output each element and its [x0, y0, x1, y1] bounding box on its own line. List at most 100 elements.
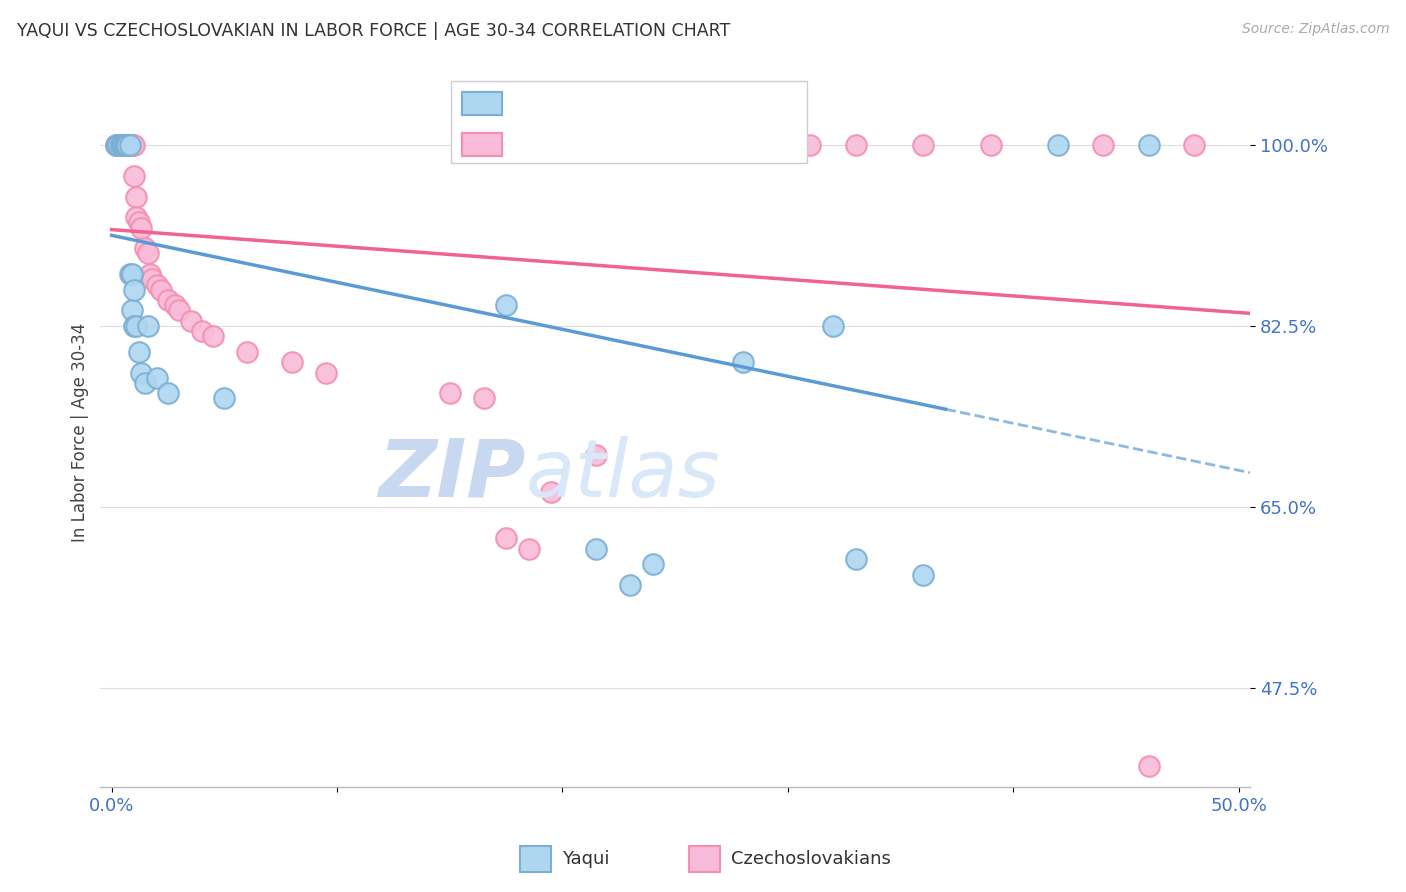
Point	[495, 531, 517, 545]
Point	[214, 392, 236, 406]
Point	[114, 137, 136, 152]
Point	[121, 137, 143, 152]
Point	[675, 137, 697, 152]
Point	[1182, 137, 1205, 152]
Text: ZIP: ZIP	[378, 435, 526, 514]
Point	[585, 449, 607, 463]
Point	[110, 137, 132, 152]
Point	[202, 329, 225, 343]
Point	[844, 552, 866, 566]
Point	[110, 137, 132, 152]
Point	[150, 283, 173, 297]
Point	[180, 314, 202, 328]
Point	[105, 137, 128, 152]
Point	[117, 137, 139, 152]
Point	[114, 137, 136, 152]
Text: N =: N =	[651, 134, 692, 152]
Point	[129, 366, 152, 380]
Point	[281, 355, 304, 369]
Point	[145, 371, 167, 385]
Point	[821, 318, 844, 333]
Point	[980, 137, 1002, 152]
FancyBboxPatch shape	[463, 133, 502, 156]
Point	[107, 137, 129, 152]
Text: 40: 40	[700, 92, 728, 112]
Point	[439, 386, 461, 401]
Point	[641, 557, 664, 571]
Point	[1137, 137, 1160, 152]
Point	[111, 137, 134, 152]
Point	[136, 318, 159, 333]
Point	[107, 137, 129, 152]
Point	[495, 298, 517, 312]
Text: R =: R =	[519, 93, 558, 111]
Point	[125, 318, 148, 333]
Y-axis label: In Labor Force | Age 30-34: In Labor Force | Age 30-34	[72, 323, 89, 541]
Point	[110, 137, 132, 152]
Point	[122, 318, 145, 333]
Point	[540, 484, 562, 499]
Point	[799, 137, 821, 152]
Point	[118, 137, 141, 152]
FancyBboxPatch shape	[463, 92, 502, 115]
Point	[156, 386, 179, 401]
Point	[128, 344, 150, 359]
Point	[111, 137, 134, 152]
Point	[121, 137, 143, 152]
Point	[156, 293, 179, 307]
Point	[134, 241, 156, 255]
Point	[117, 137, 139, 152]
Point	[136, 246, 159, 260]
Point	[709, 137, 731, 152]
Point	[121, 267, 143, 281]
Point	[731, 355, 754, 369]
Text: atlas: atlas	[526, 435, 720, 514]
Text: Source: ZipAtlas.com: Source: ZipAtlas.com	[1241, 22, 1389, 37]
Point	[114, 137, 136, 152]
Text: R =: R =	[519, 134, 558, 152]
Point	[118, 267, 141, 281]
Point	[107, 137, 129, 152]
Point	[167, 303, 190, 318]
Point	[236, 344, 259, 359]
Point	[1047, 137, 1070, 152]
Point	[111, 137, 134, 152]
Point	[114, 137, 136, 152]
Point	[315, 366, 337, 380]
Point	[145, 277, 167, 292]
Point	[134, 376, 156, 390]
Text: YAQUI VS CZECHOSLOVAKIAN IN LABOR FORCE | AGE 30-34 CORRELATION CHART: YAQUI VS CZECHOSLOVAKIAN IN LABOR FORCE …	[17, 22, 730, 40]
Text: Yaqui: Yaqui	[562, 850, 610, 868]
Point	[139, 267, 162, 281]
Point	[128, 215, 150, 229]
Point	[111, 137, 134, 152]
Point	[105, 137, 128, 152]
Point	[111, 137, 134, 152]
Point	[472, 392, 495, 406]
Point	[118, 137, 141, 152]
Text: 0.156: 0.156	[574, 92, 636, 112]
Text: 0.399: 0.399	[574, 133, 636, 153]
Point	[114, 137, 136, 152]
Point	[121, 303, 143, 318]
Point	[125, 189, 148, 203]
Text: Czechoslovakians: Czechoslovakians	[731, 850, 891, 868]
Point	[129, 220, 152, 235]
Point	[117, 137, 139, 152]
Point	[912, 567, 935, 582]
Point	[1092, 137, 1115, 152]
Point	[191, 324, 214, 338]
Point	[912, 137, 935, 152]
Point	[163, 298, 186, 312]
Point	[110, 137, 132, 152]
Point	[517, 541, 540, 556]
Point	[619, 578, 641, 592]
Point	[118, 137, 141, 152]
Point	[754, 137, 776, 152]
Point	[122, 283, 145, 297]
FancyBboxPatch shape	[451, 81, 807, 163]
Point	[141, 272, 163, 286]
Point	[117, 137, 139, 152]
Point	[585, 541, 607, 556]
Point	[1137, 759, 1160, 773]
